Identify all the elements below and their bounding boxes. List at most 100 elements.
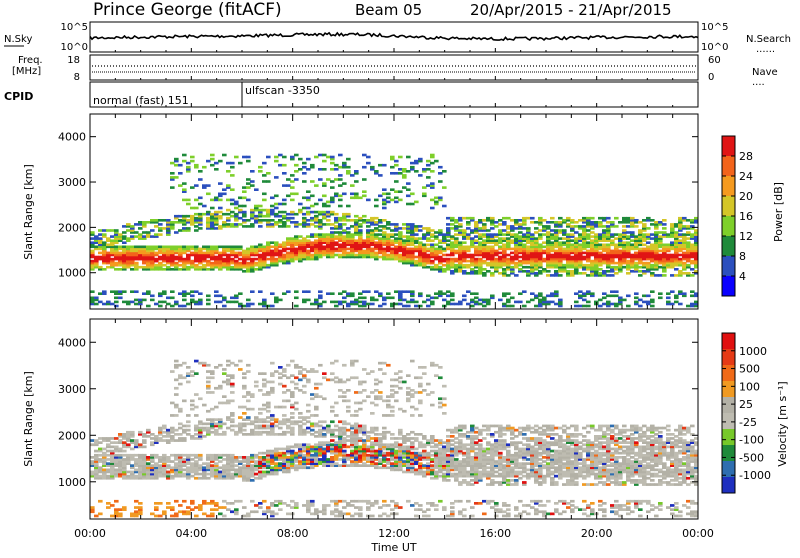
range-gate-cell bbox=[374, 252, 379, 255]
range-gate-cell bbox=[314, 299, 319, 302]
range-gate-cell bbox=[298, 460, 303, 463]
range-gate-cell bbox=[314, 387, 319, 390]
range-gate-cell bbox=[678, 254, 683, 257]
range-gate-cell bbox=[226, 170, 231, 173]
range-gate-cell bbox=[366, 454, 371, 457]
range-gate-cell bbox=[218, 402, 223, 405]
range-gate-cell bbox=[166, 439, 171, 442]
range-gate-cell bbox=[322, 372, 327, 375]
range-gate-cell bbox=[262, 456, 267, 459]
range-gate-cell bbox=[302, 180, 307, 183]
range-gate-cell bbox=[182, 500, 187, 503]
range-gate-cell bbox=[198, 248, 203, 251]
range-gate-cell bbox=[350, 225, 355, 228]
range-gate-cell bbox=[118, 268, 123, 271]
range-gate-cell bbox=[242, 395, 247, 398]
range-gate-cell bbox=[510, 297, 515, 300]
range-gate-cell bbox=[98, 448, 103, 451]
range-gate-cell bbox=[238, 460, 243, 463]
range-gate-cell bbox=[414, 201, 419, 204]
range-gate-cell bbox=[182, 469, 187, 472]
range-gate-cell bbox=[378, 174, 383, 177]
range-gate-cell bbox=[194, 477, 199, 480]
range-gate-cell bbox=[446, 239, 451, 242]
range-gate-cell bbox=[218, 301, 223, 304]
range-gate-cell bbox=[434, 244, 439, 247]
range-gate-cell bbox=[194, 393, 199, 396]
range-gate-cell bbox=[178, 408, 183, 411]
range-gate-cell bbox=[270, 414, 275, 417]
freq-label-line2: [MHz] bbox=[12, 66, 41, 77]
range-gate-cell bbox=[410, 166, 415, 169]
range-gate-cell bbox=[170, 515, 175, 518]
range-gate-cell bbox=[210, 213, 215, 216]
range-gate-cell bbox=[358, 446, 363, 449]
range-gate-cell bbox=[178, 305, 183, 308]
range-gate-cell bbox=[634, 225, 639, 228]
range-gate-cell bbox=[274, 258, 279, 261]
range-gate-cell bbox=[194, 229, 199, 232]
range-gate-cell bbox=[334, 168, 339, 171]
range-gate-cell bbox=[462, 217, 467, 220]
range-gate-cell bbox=[610, 295, 615, 298]
range-gate-cell bbox=[430, 170, 435, 173]
range-gate-cell bbox=[354, 215, 359, 218]
range-gate-cell bbox=[306, 207, 311, 210]
range-gate-cell bbox=[206, 515, 211, 518]
range-gate-cell bbox=[626, 235, 631, 238]
range-gate-cell bbox=[158, 502, 163, 505]
range-gate-cell bbox=[242, 197, 247, 200]
range-gate-cell bbox=[290, 174, 295, 177]
range-gate-cell bbox=[230, 362, 235, 365]
range-gate-cell bbox=[630, 231, 635, 234]
range-gate-cell bbox=[238, 258, 243, 261]
range-gate-cell bbox=[394, 201, 399, 204]
range-gate-cell bbox=[358, 381, 363, 384]
range-gate-cell bbox=[654, 221, 659, 224]
range-gate-cell bbox=[574, 231, 579, 234]
range-gate-cell bbox=[250, 258, 255, 261]
range-gate-cell bbox=[154, 246, 159, 249]
range-gate-cell bbox=[610, 266, 615, 269]
range-gate-cell bbox=[630, 270, 635, 273]
range-gate-cell bbox=[122, 450, 127, 453]
range-gate-cell bbox=[510, 219, 515, 222]
range-gate-cell bbox=[106, 266, 111, 269]
range-gate-cell bbox=[122, 241, 127, 244]
range-gate-cell bbox=[134, 475, 139, 478]
range-gate-cell bbox=[346, 166, 351, 169]
range-gate-cell bbox=[174, 176, 179, 179]
range-gate-cell bbox=[186, 510, 191, 513]
range-gate-cell bbox=[682, 217, 687, 220]
range-gate-cell bbox=[418, 229, 423, 232]
range-gate-cell bbox=[222, 154, 227, 157]
range-gate-cell bbox=[254, 215, 259, 218]
range-gate-cell bbox=[266, 219, 271, 222]
range-gate-cell bbox=[230, 174, 235, 177]
range-gate-cell bbox=[294, 402, 299, 405]
range-gate-cell bbox=[230, 166, 235, 169]
range-gate-cell bbox=[370, 502, 375, 505]
range-gate-cell bbox=[286, 195, 291, 198]
range-gate-cell bbox=[250, 464, 255, 467]
range-gate-cell bbox=[334, 305, 339, 308]
range-gate-cell bbox=[606, 217, 611, 220]
range-gate-cell bbox=[338, 379, 343, 382]
range-gate-cell bbox=[278, 250, 283, 253]
range-gate-cell bbox=[222, 381, 227, 384]
range-gate-cell bbox=[674, 295, 679, 298]
range-gate-cell bbox=[226, 379, 231, 382]
range-gate-cell bbox=[266, 410, 271, 413]
range-gate-cell bbox=[186, 254, 191, 257]
range-gate-cell bbox=[162, 290, 167, 293]
range-gate-cell bbox=[230, 246, 235, 249]
range-gate-cell bbox=[622, 217, 627, 220]
range-gate-cell bbox=[214, 462, 219, 465]
range-gate-cell bbox=[290, 416, 295, 419]
range-gate-cell bbox=[94, 235, 99, 238]
range-gate-cell bbox=[366, 229, 371, 232]
range-gate-cell bbox=[614, 272, 619, 275]
range-gate-cell bbox=[294, 420, 299, 423]
range-gate-cell bbox=[322, 223, 327, 226]
